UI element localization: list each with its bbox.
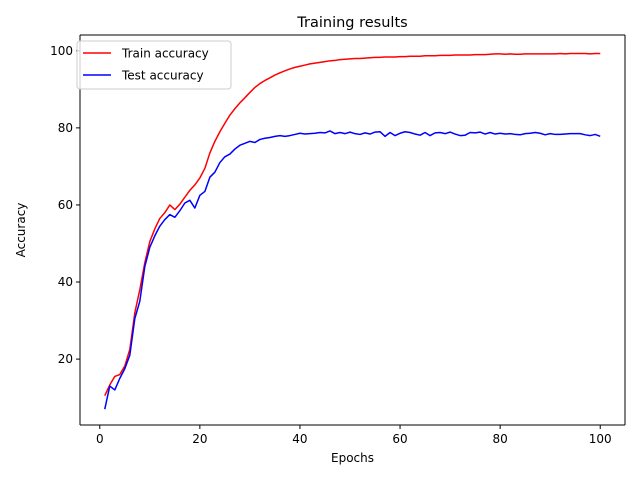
series-line-train-accuracy	[104, 52, 601, 397]
y-tick-label: 40	[58, 275, 73, 289]
x-axis-label: Epochs	[331, 451, 374, 465]
series-line-test-accuracy	[104, 130, 601, 410]
axes-frame	[79, 34, 626, 426]
y-tick-label: 80	[58, 121, 73, 135]
x-tick-label: 40	[292, 432, 307, 446]
y-tick-label: 60	[58, 198, 73, 212]
y-tick-label: 100	[50, 44, 73, 58]
x-tick-label: 80	[492, 432, 507, 446]
chart-title: Training results	[296, 15, 407, 31]
x-tick-label: 100	[589, 432, 612, 446]
legend-label-train: Train accuracy	[121, 47, 209, 61]
x-axis-ticks: 0 20 40 60 80 100	[96, 425, 612, 446]
y-tick-label: 20	[58, 352, 73, 366]
legend-box	[76, 40, 232, 90]
y-axis-label: Accuracy	[14, 203, 28, 258]
legend: Train accuracy Test accuracy	[76, 40, 232, 90]
legend-label-test: Test accuracy	[121, 69, 204, 83]
x-tick-label: 20	[192, 432, 207, 446]
plot-area	[80, 35, 625, 425]
y-axis-ticks: 20 40 60 80 100	[50, 44, 80, 366]
x-tick-label: 60	[392, 432, 407, 446]
x-tick-label: 0	[96, 432, 104, 446]
series-lines	[104, 52, 601, 410]
